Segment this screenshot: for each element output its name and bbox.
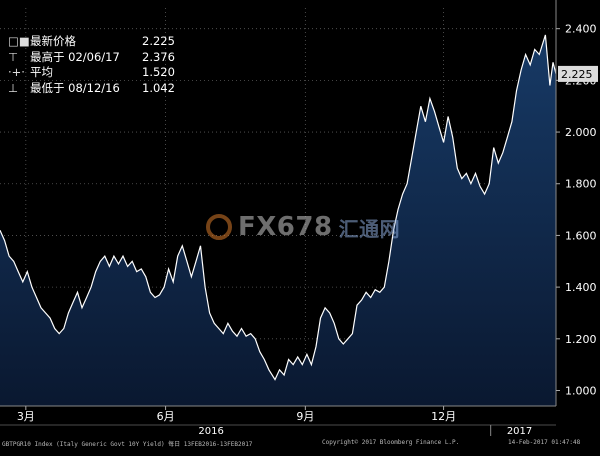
legend-high: ⊤ 最高于 02/06/17 2.376	[8, 50, 175, 66]
x-tick-label: 9月	[296, 410, 314, 423]
legend-low-label: 最低于 08/12/16	[30, 80, 120, 95]
x-tick-label: 6月	[157, 410, 175, 423]
y-tick-label: 1.800	[565, 178, 597, 191]
watermark-text: FX678	[238, 212, 333, 242]
footer-center: Copyright© 2017 Bloomberg Finance L.P.	[322, 439, 460, 446]
y-tick-label: 2.000	[565, 126, 597, 139]
legend-last-value: 2.225	[142, 34, 175, 48]
legend-low-value: 1.042	[142, 80, 175, 95]
legend: □■ 最新价格 2.225 ⊤ 最高于 02/06/17 2.376 ·+· 平…	[8, 34, 175, 96]
legend-avg: ·+· 平均 1.520	[8, 65, 175, 81]
square-icon: □■	[8, 34, 30, 48]
legend-high-label: 最高于 02/06/17	[30, 49, 120, 64]
legend-last: □■ 最新价格 2.225	[8, 34, 175, 50]
current-value-text: 2.225	[561, 68, 593, 81]
average-marker-icon: ·+·	[8, 65, 25, 79]
y-tick-label: 1.600	[565, 229, 597, 242]
watermark: FX678 汇通网	[206, 212, 400, 242]
current-value-box	[558, 65, 598, 82]
y-tick-label: 1.200	[565, 333, 597, 346]
legend-high-value: 2.376	[142, 49, 175, 64]
footer-right: 14-Feb-2017 01:47:48	[508, 439, 581, 446]
footer-left: GBTPGR10 Index (Italy Generic Govt 10Y Y…	[2, 441, 253, 448]
y-tick-label: 1.000	[565, 384, 597, 397]
y-tick-label: 2.400	[565, 23, 597, 36]
watermark-suffix: 汇通网	[338, 216, 401, 241]
watermark-logo-icon	[206, 214, 232, 240]
year-label: 2017	[507, 426, 532, 437]
low-marker-icon: ⊥	[8, 80, 19, 95]
footer: GBTPGR10 Index (Italy Generic Govt 10Y Y…	[0, 436, 600, 456]
x-axis: 3月 6月 9月 12月 2016 2017	[0, 405, 556, 438]
current-value-tag: 2.225	[558, 65, 598, 82]
legend-avg-value: 1.520	[142, 65, 175, 79]
legend-last-label: 最新价格	[30, 34, 76, 48]
high-marker-icon: ⊤	[8, 49, 19, 64]
y-tick-label: 1.400	[565, 281, 597, 294]
legend-low: ⊥ 最低于 08/12/16 1.042	[8, 81, 175, 97]
series-line	[0, 34, 557, 381]
year-label: 2016	[198, 426, 223, 437]
legend-avg-label: 平均	[30, 65, 53, 79]
x-tick-label: 12月	[431, 410, 456, 423]
x-tick-label: 3月	[17, 410, 35, 423]
